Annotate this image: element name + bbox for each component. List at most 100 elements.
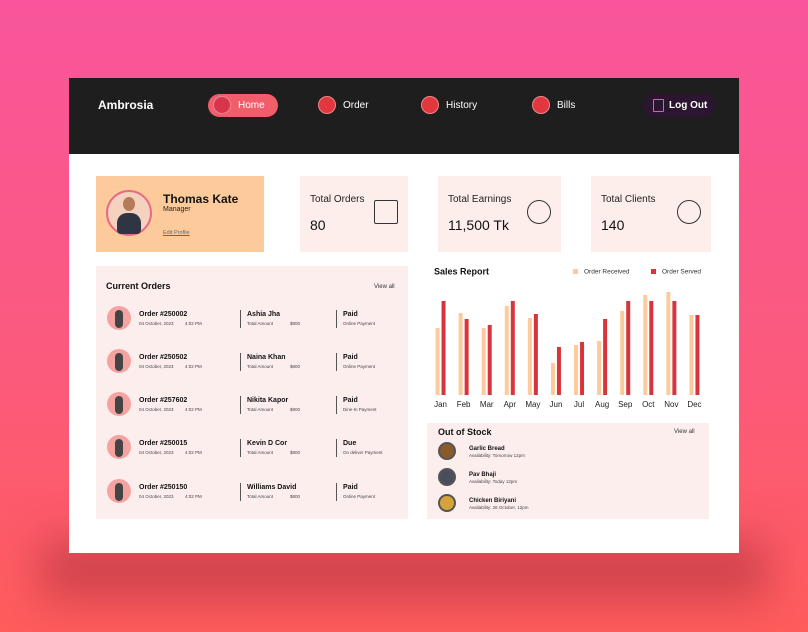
amount-label: Total Amount bbox=[247, 450, 274, 455]
stat-value: 140 bbox=[601, 217, 625, 233]
profile-role: Manager bbox=[163, 206, 191, 213]
amount: $800 bbox=[290, 364, 301, 369]
x-tick-label: Nov bbox=[664, 400, 678, 409]
stat-icon bbox=[374, 200, 398, 224]
logout-label[interactable]: Log Out bbox=[669, 100, 708, 111]
bar bbox=[533, 314, 538, 395]
amount: $800 bbox=[290, 407, 301, 412]
nav-icon[interactable] bbox=[421, 96, 439, 114]
order-id[interactable]: Order #250502 bbox=[139, 354, 188, 361]
stat-card bbox=[300, 176, 408, 252]
payment-method: On deliver Payment bbox=[343, 450, 383, 455]
customer-name: Kevin D Cor bbox=[247, 440, 288, 447]
stat-label: Total Orders bbox=[310, 194, 365, 205]
legend-swatch bbox=[573, 269, 578, 274]
order-id[interactable]: Order #250150 bbox=[139, 484, 188, 491]
divider bbox=[240, 353, 241, 371]
orders-title: Current Orders bbox=[106, 281, 171, 291]
item-availability: Availability: 26 October, 12pm bbox=[469, 505, 529, 510]
payment-status: Paid bbox=[343, 354, 358, 361]
stat-label: Total Earnings bbox=[448, 194, 512, 205]
stat-icon bbox=[527, 200, 551, 224]
x-tick-label: Jun bbox=[550, 400, 563, 409]
amount: $800 bbox=[290, 450, 301, 455]
bar bbox=[527, 318, 532, 395]
x-tick-label: Aug bbox=[595, 400, 609, 409]
nav-icon[interactable] bbox=[213, 96, 231, 114]
legend-label: Order Received bbox=[584, 269, 630, 276]
bar bbox=[441, 301, 446, 395]
order-time: 4:02 PM bbox=[185, 321, 202, 326]
x-tick-label: Oct bbox=[642, 400, 655, 409]
nav-item[interactable]: Bills bbox=[557, 100, 576, 111]
stat-value: 11,500 Tk bbox=[448, 217, 509, 233]
nav-item[interactable]: Order bbox=[343, 100, 369, 111]
nav-icon[interactable] bbox=[318, 96, 336, 114]
order-time: 4:02 PM bbox=[185, 494, 202, 499]
x-tick-label: May bbox=[525, 400, 540, 409]
bar bbox=[556, 347, 561, 395]
order-date: 04 October, 2023 bbox=[139, 450, 174, 455]
stat-icon bbox=[677, 200, 701, 224]
orders-panel bbox=[96, 266, 408, 519]
x-tick-label: Jan bbox=[434, 400, 447, 409]
bar bbox=[672, 301, 677, 395]
x-tick-label: Dec bbox=[687, 400, 701, 409]
order-avatar-figure bbox=[115, 310, 123, 328]
nav-item[interactable]: Home bbox=[238, 100, 265, 111]
order-date: 04 October, 2023 bbox=[139, 494, 174, 499]
order-avatar-figure bbox=[115, 353, 123, 371]
legend-swatch bbox=[651, 269, 656, 274]
bar bbox=[458, 313, 463, 395]
order-avatar-figure bbox=[115, 483, 123, 501]
avatar-body bbox=[117, 213, 141, 234]
item-name: Chicken Biriyani bbox=[469, 498, 517, 504]
item-name: Pav Bhaji bbox=[469, 472, 497, 478]
bar bbox=[435, 328, 440, 395]
bar bbox=[649, 301, 654, 395]
divider bbox=[240, 483, 241, 501]
bar bbox=[481, 328, 486, 395]
divider bbox=[336, 439, 337, 457]
bar bbox=[643, 295, 648, 395]
stock-title: Out of Stock bbox=[438, 427, 492, 437]
chart-title: Sales Report bbox=[434, 266, 489, 276]
order-time: 4:02 PM bbox=[185, 364, 202, 369]
logout-icon[interactable] bbox=[653, 99, 664, 112]
payment-method: Dine-In Payment bbox=[343, 407, 377, 412]
order-id[interactable]: Order #257602 bbox=[139, 397, 188, 404]
nav-item[interactable]: History bbox=[446, 100, 478, 111]
order-avatar-figure bbox=[115, 439, 123, 457]
divider bbox=[240, 310, 241, 328]
payment-status: Paid bbox=[343, 484, 358, 491]
bar bbox=[550, 363, 555, 395]
amount: $800 bbox=[290, 321, 301, 326]
divider bbox=[336, 396, 337, 414]
bar bbox=[626, 301, 631, 395]
payment-status: Paid bbox=[343, 397, 358, 404]
order-time: 4:02 PM bbox=[185, 450, 202, 455]
order-date: 04 October, 2023 bbox=[139, 364, 174, 369]
nav-icon[interactable] bbox=[532, 96, 550, 114]
bar bbox=[689, 315, 694, 395]
x-tick-label: Sep bbox=[618, 400, 633, 409]
bar bbox=[574, 345, 579, 395]
payment-status: Due bbox=[343, 440, 357, 447]
bar bbox=[620, 311, 625, 395]
order-id[interactable]: Order #250002 bbox=[139, 311, 188, 318]
orders-view-all[interactable]: View all bbox=[374, 284, 395, 290]
stock-view-all[interactable]: View all bbox=[674, 429, 695, 435]
legend-label: Order Served bbox=[662, 269, 701, 276]
bar bbox=[487, 325, 492, 395]
customer-name: Naina Khan bbox=[247, 354, 286, 361]
amount-label: Total Amount bbox=[247, 364, 274, 369]
edit-profile-link[interactable]: Edit Profile bbox=[163, 230, 190, 236]
amount: $800 bbox=[290, 494, 301, 499]
food-thumbnail bbox=[438, 494, 456, 512]
brand: Ambrosia bbox=[98, 98, 154, 112]
amount-label: Total Amount bbox=[247, 407, 274, 412]
divider bbox=[336, 483, 337, 501]
payment-method: Online Payment bbox=[343, 321, 376, 326]
order-id[interactable]: Order #250015 bbox=[139, 440, 188, 447]
